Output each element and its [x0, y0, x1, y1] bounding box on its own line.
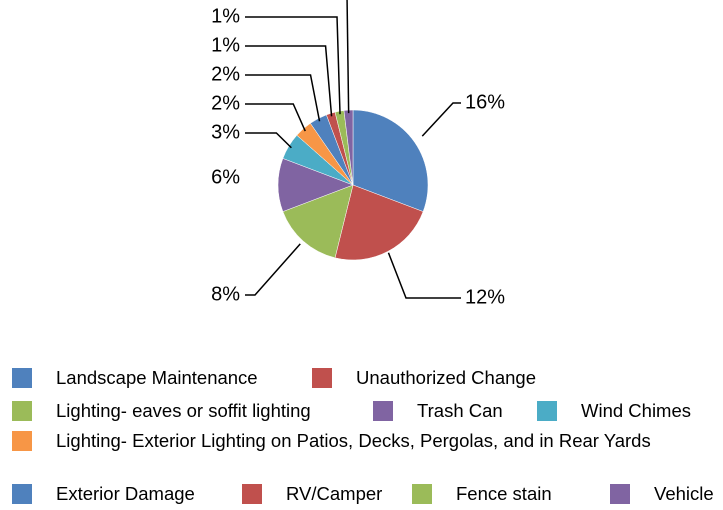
data-label: 1%	[211, 34, 240, 56]
leader-line	[421, 102, 461, 137]
legend-swatch	[312, 368, 332, 388]
data-label: 2%	[211, 63, 240, 85]
leader-line	[245, 243, 301, 296]
legend-label: Vehicle	[654, 483, 714, 504]
data-label: 8%	[211, 283, 240, 305]
legend-label: Unauthorized Change	[356, 367, 536, 388]
legend-swatch	[373, 401, 393, 421]
data-label: 12%	[465, 286, 505, 308]
pie-slice	[352, 109, 429, 212]
legend-swatch	[12, 368, 32, 388]
leader-line	[346, 0, 350, 114]
pie-slice	[334, 184, 424, 261]
legend-label: Landscape Maintenance	[56, 367, 258, 388]
data-label: 16%	[465, 91, 505, 113]
data-label: 1%	[211, 5, 240, 27]
leader-line	[245, 132, 292, 149]
legend-swatch	[537, 401, 557, 421]
legend-swatch	[412, 484, 432, 504]
leader-line	[387, 252, 461, 299]
legend-swatch	[610, 484, 630, 504]
data-label: 6%	[211, 166, 240, 188]
legend-label: Fence stain	[456, 483, 552, 504]
legend-swatch	[242, 484, 262, 504]
leader-line	[245, 103, 306, 132]
leader-line	[245, 16, 341, 115]
legend-swatch	[12, 431, 32, 451]
data-label: 3%	[211, 121, 240, 143]
legend-label: Lighting- eaves or soffit lighting	[56, 400, 311, 421]
leader-line	[245, 45, 333, 117]
pie-slice	[282, 184, 354, 259]
leader-line	[245, 74, 321, 122]
legend-swatch	[12, 484, 32, 504]
legend-label: Lighting- Exterior Lighting on Patios, D…	[56, 430, 651, 451]
legend-label: Wind Chimes	[581, 400, 691, 421]
legend-swatch	[12, 401, 32, 421]
legend-label: RV/Camper	[286, 483, 383, 504]
legend-label: Exterior Damage	[56, 483, 195, 504]
legend-label: Trash Can	[417, 400, 503, 421]
data-label: 2%	[211, 92, 240, 114]
